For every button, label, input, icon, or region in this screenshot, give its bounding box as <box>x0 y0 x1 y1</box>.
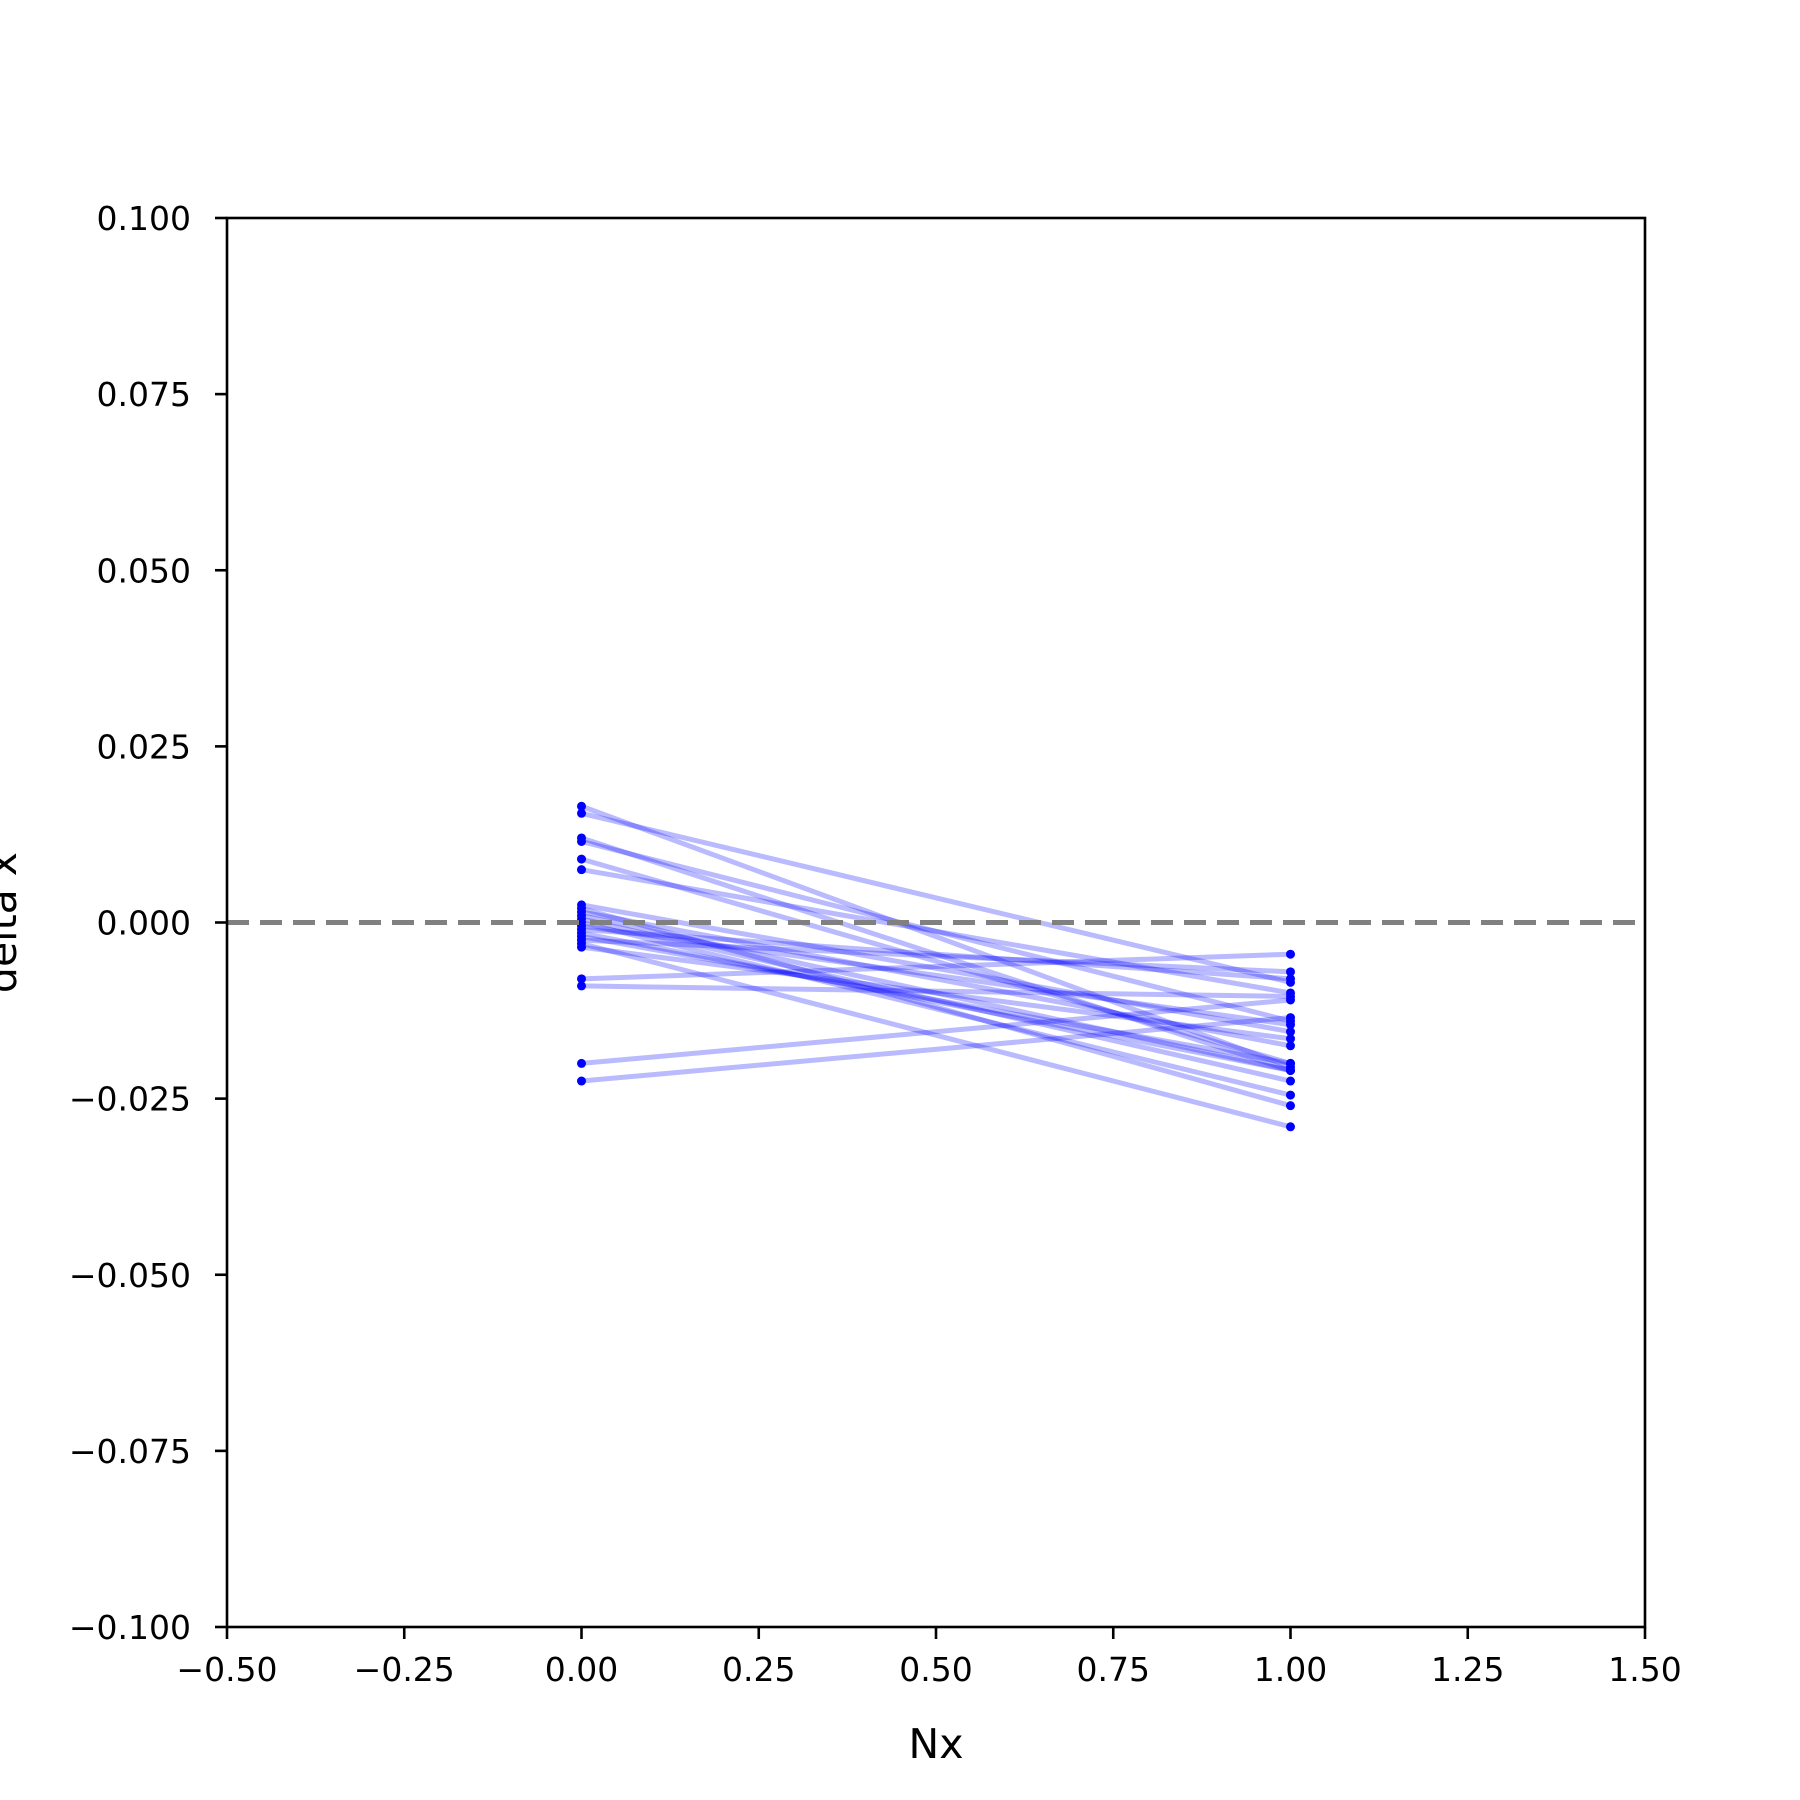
y-tick-label: 0.075 <box>97 375 191 414</box>
series-line-20 <box>581 997 1291 1066</box>
series-line-7 <box>581 902 1291 1035</box>
series-line-9 <box>580 913 1292 1073</box>
data-point-18-1 <box>577 974 586 984</box>
y-tick-label: −0.025 <box>69 1080 191 1119</box>
data-point-5-1 <box>577 854 586 864</box>
data-point-22-1 <box>577 903 586 913</box>
y-axis: −0.100 −0.075 −0.050 −0.025 0.000 0.025 0.050 0… <box>69 199 227 1647</box>
x-tick-label: −0.25 <box>354 1650 455 1689</box>
y-tick-label: 0.100 <box>97 199 191 238</box>
data-point-1-1 <box>577 801 586 811</box>
data-point-10-2 <box>1286 1076 1295 1086</box>
series-line-21 <box>581 1015 1291 1084</box>
data-point-17-1 <box>577 942 586 952</box>
series-line-2 <box>580 810 1292 985</box>
data-point-23-1 <box>577 925 586 935</box>
data-point-2-1 <box>577 808 586 818</box>
series-points <box>577 801 1295 1132</box>
y-tick-label: 0.050 <box>97 551 191 590</box>
data-point-13-2 <box>1286 1065 1295 1075</box>
y-axis-label: delta x <box>0 852 26 993</box>
data-point-16-2 <box>1286 1122 1295 1132</box>
series-line-11 <box>580 920 1292 1098</box>
y-tick-label: 0.025 <box>97 727 191 766</box>
data-point-7-2 <box>1286 1027 1295 1037</box>
y-tick-label: −0.050 <box>69 1256 191 1295</box>
data-point-22-2 <box>1286 1101 1295 1111</box>
series-lines <box>580 803 1292 1130</box>
data-point-8-2 <box>1286 1041 1295 1051</box>
series-line-17 <box>581 944 1291 1042</box>
series-line-4 <box>580 839 1292 1024</box>
data-point-20-2 <box>1286 995 1295 1005</box>
data-point-20-1 <box>577 1058 586 1068</box>
series-line-18 <box>581 951 1291 982</box>
x-axis: −0.50 −0.25 0.00 0.25 0.50 0.75 1.00 1.25 1.50 <box>176 1627 1682 1689</box>
series-line-6 <box>581 867 1291 996</box>
x-tick-label: 1.25 <box>1431 1650 1504 1689</box>
x-tick-label: 1.50 <box>1608 1650 1681 1689</box>
series-line-12 <box>581 923 1291 1028</box>
data-point-12-2 <box>1286 1020 1295 1030</box>
data-point-14-2 <box>1286 1058 1295 1068</box>
data-point-21-2 <box>1286 1013 1295 1023</box>
series-line-1 <box>580 803 1292 1070</box>
series-line-8 <box>581 909 1291 1049</box>
series-line-23 <box>581 927 1291 982</box>
data-point-6-1 <box>577 865 586 875</box>
series-line-5 <box>580 856 1292 1066</box>
data-point-11-2 <box>1286 1090 1295 1100</box>
series-line-10 <box>580 916 1292 1084</box>
y-tick-label: −0.075 <box>69 1432 191 1471</box>
data-point-17-2 <box>1286 1034 1295 1044</box>
series-line-22 <box>580 906 1292 1109</box>
x-tick-label: 1.00 <box>1254 1650 1327 1689</box>
y-tick-label: 0.000 <box>97 904 191 943</box>
series-line-15 <box>581 937 1291 975</box>
data-point-4-1 <box>577 836 586 846</box>
series-line-3 <box>580 835 1292 1073</box>
x-tick-label: −0.50 <box>176 1650 277 1689</box>
series-line-14 <box>581 934 1291 1066</box>
x-tick-label: 0.50 <box>899 1650 972 1689</box>
y-tick-label: −0.100 <box>69 1608 191 1647</box>
x-tick-label: 0.00 <box>545 1650 618 1689</box>
series-line-16 <box>580 941 1292 1130</box>
x-tick-label: 0.25 <box>722 1650 795 1689</box>
data-point-23-2 <box>1286 974 1295 984</box>
data-point-18-2 <box>1286 949 1295 959</box>
x-axis-label: Nx <box>909 1720 964 1768</box>
data-point-19-1 <box>577 981 586 991</box>
series-line-13 <box>581 930 1291 1073</box>
series-line-19 <box>581 983 1291 999</box>
data-point-15-2 <box>1286 967 1295 977</box>
x-tick-label: 0.75 <box>1077 1650 1150 1689</box>
data-point-21-1 <box>577 1076 586 1086</box>
plot-area <box>577 801 1295 1132</box>
